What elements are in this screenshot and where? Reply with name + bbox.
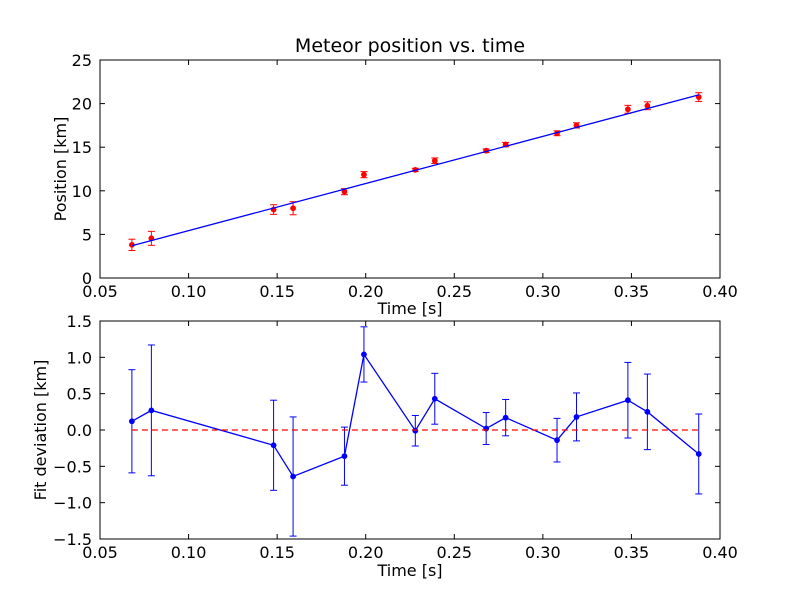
data-point xyxy=(573,414,580,420)
y-tick-label: −0.5 xyxy=(53,457,92,476)
y-tick-label: 20 xyxy=(72,95,92,114)
y-tick-label: 0.0 xyxy=(67,421,92,440)
y-tick-label: 5 xyxy=(82,225,92,244)
x-tick-label: 0.35 xyxy=(614,543,650,562)
position-plot-area: 0.05 0.10 0.15 0.20 0.25 0.30 0.35 0.40 0 5 10 15 20… xyxy=(72,51,738,301)
data-point xyxy=(290,205,296,212)
chart-title: Meteor position vs. time xyxy=(295,35,525,57)
x-tick-label: 0.25 xyxy=(436,282,472,301)
data-point xyxy=(644,408,651,415)
x-tick-label: 0.15 xyxy=(259,543,295,562)
data-point xyxy=(361,351,367,358)
deviation-plot-area: 0.05 0.10 0.15 0.20 0.25 0.30 0.35 0.40 −1.5 −1.0… xyxy=(53,312,738,562)
data-point xyxy=(412,427,419,434)
axes-frame xyxy=(99,59,721,279)
data-point xyxy=(270,442,277,449)
x-tick-label: 0.10 xyxy=(171,543,207,562)
x-tick-label: 0.05 xyxy=(82,543,118,562)
data-point xyxy=(695,451,702,457)
data-point xyxy=(624,397,631,404)
y-tick-label: 15 xyxy=(72,138,92,157)
y-tick-label: 0.5 xyxy=(67,385,92,404)
fit-line xyxy=(131,94,699,247)
y-axis-label: Position [km] xyxy=(51,117,70,222)
y-axis-label: Fit deviation [km] xyxy=(31,360,50,501)
x-tick-label: 0.20 xyxy=(348,282,384,301)
data-point xyxy=(361,171,367,178)
x-tick-label: 0.15 xyxy=(259,282,295,301)
deviation-chart: 0.05 0.10 0.15 0.20 0.25 0.30 0.35 0.40 −1.5 −1.0… xyxy=(31,312,738,580)
x-tick-label: 0.30 xyxy=(525,282,561,301)
x-tick-label: 0.30 xyxy=(525,543,561,562)
y-tick-label: −1.0 xyxy=(53,494,92,513)
y-tick-label: 25 xyxy=(72,51,92,70)
y-tick-label: 1.5 xyxy=(67,312,92,331)
data-point xyxy=(148,407,155,414)
data-point xyxy=(128,418,135,425)
x-tick-label: 0.40 xyxy=(702,543,738,562)
y-tick-label: −1.5 xyxy=(53,530,92,549)
data-point xyxy=(431,157,438,164)
x-tick-label: 0.40 xyxy=(702,282,738,301)
data-point xyxy=(431,395,438,402)
x-tick-label: 0.10 xyxy=(171,282,207,301)
data-point xyxy=(624,106,631,113)
position-chart: Meteor position vs. time 0.05 0.10 0.15 0.2… xyxy=(51,35,738,318)
x-tick-label: 0.05 xyxy=(82,282,118,301)
y-tick-label: 0 xyxy=(82,269,92,288)
x-tick-label: 0.20 xyxy=(348,543,384,562)
y-tick-label: 10 xyxy=(72,182,92,201)
data-point xyxy=(502,414,509,421)
x-axis-label: Time [s] xyxy=(376,299,442,318)
x-axis-label: Time [s] xyxy=(376,561,442,580)
data-point xyxy=(554,437,560,444)
x-tick-label: 0.35 xyxy=(614,282,650,301)
y-tick-label: 1.0 xyxy=(67,348,92,367)
data-point xyxy=(341,453,348,460)
x-tick-label: 0.25 xyxy=(436,543,472,562)
data-point xyxy=(290,473,296,480)
